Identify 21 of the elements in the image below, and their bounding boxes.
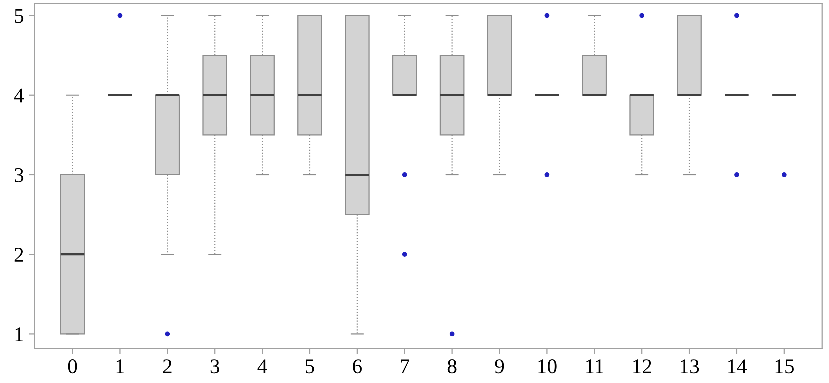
y-tick-label: 1	[16, 328, 24, 342]
x-tick-label: 8	[448, 360, 457, 374]
x-tick-label: 11	[586, 360, 604, 374]
x-tick-label: 6	[353, 360, 362, 374]
x-tick-label: 12	[634, 360, 652, 374]
x-tick-label: 13	[680, 360, 700, 374]
y-tick-label: 5	[15, 9, 24, 24]
x-tick-label: 9	[495, 360, 504, 374]
x-tick-label: 15	[776, 360, 794, 374]
y-tick-label: 2	[14, 248, 24, 262]
x-tick-label: 0	[68, 360, 78, 374]
x-tick-label: 2	[163, 360, 172, 374]
y-tick-label: 3	[14, 168, 24, 182]
y-tick-label: 4	[14, 88, 24, 103]
x-tick-label: 5	[306, 360, 314, 374]
x-tick-label: 10	[538, 360, 557, 374]
x-tick-label: 14	[728, 360, 748, 374]
x-tick-label: 7	[401, 360, 410, 374]
x-tick-label: 1	[116, 360, 124, 374]
x-tick-label: 4	[258, 360, 268, 374]
x-tick-label: 3	[210, 360, 220, 374]
